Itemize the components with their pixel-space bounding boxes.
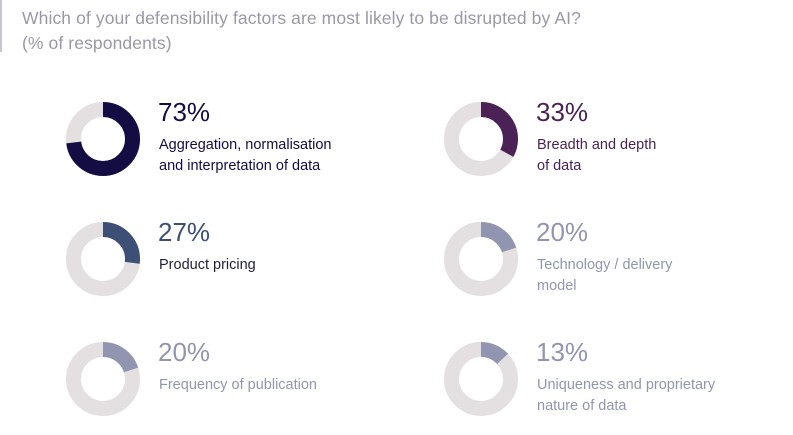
donut-chart (444, 102, 518, 176)
factor-label-line: Product pricing (159, 257, 256, 273)
percent-value: 20% (536, 217, 589, 247)
donut-item: 27% Product pricing (66, 217, 426, 312)
factor-label-line: and interpretation of data (159, 158, 321, 174)
factor-label-line: Breadth and depth (537, 137, 657, 153)
donut-chart (444, 222, 518, 296)
factor-label: Frequency of publication (159, 375, 389, 396)
donut-slice (66, 222, 140, 296)
donut-slice (444, 102, 518, 176)
donut-chart (444, 342, 518, 416)
factor-label-line: Technology / delivery (537, 257, 673, 273)
factor-label-line: nature of data (537, 398, 627, 414)
percent-value: 13% (536, 337, 589, 367)
factor-label-line: model (537, 278, 577, 294)
donut-item: 73% Aggregation, normalisation and interpr… (66, 97, 426, 192)
donut-chart (66, 222, 140, 296)
chart-title-line1: Which of your defensibility factors are … (22, 8, 581, 28)
donut-slice (444, 342, 518, 416)
factor-label: Aggregation, normalisation and interpreta… (159, 135, 389, 177)
donut-chart (66, 102, 140, 176)
percent-value: 27% (158, 217, 211, 247)
donut-slice (66, 342, 140, 416)
donut-slice (66, 102, 140, 176)
donut-chart (66, 342, 140, 416)
donut-slice (444, 222, 518, 296)
donut-item: 20% Technology / delivery model (444, 217, 793, 312)
factor-label-line: Uniqueness and proprietary (537, 377, 716, 393)
factor-label-line: Aggregation, normalisation (159, 137, 332, 153)
donut-item: 33% Breadth and depth of data (444, 97, 793, 192)
chart-subtitle: (% of respondents) (22, 33, 172, 53)
factor-label: Uniqueness and proprietary nature of data (537, 375, 767, 417)
factor-label: Technology / delivery model (537, 255, 767, 297)
percent-value: 73% (158, 97, 211, 127)
chart-title: Which of your defensibility factors are … (22, 6, 581, 56)
percent-value: 20% (158, 337, 211, 367)
donut-item: 20% Frequency of publication (66, 337, 426, 432)
title-accent-bar (0, 0, 2, 52)
percent-value: 33% (536, 97, 589, 127)
factor-label: Product pricing (159, 255, 389, 276)
donut-item: 13% Uniqueness and proprietary nature of d… (444, 337, 793, 432)
factor-label: Breadth and depth of data (537, 135, 767, 177)
factor-label-line: of data (537, 158, 582, 174)
factor-label-line: Frequency of publication (159, 377, 317, 393)
